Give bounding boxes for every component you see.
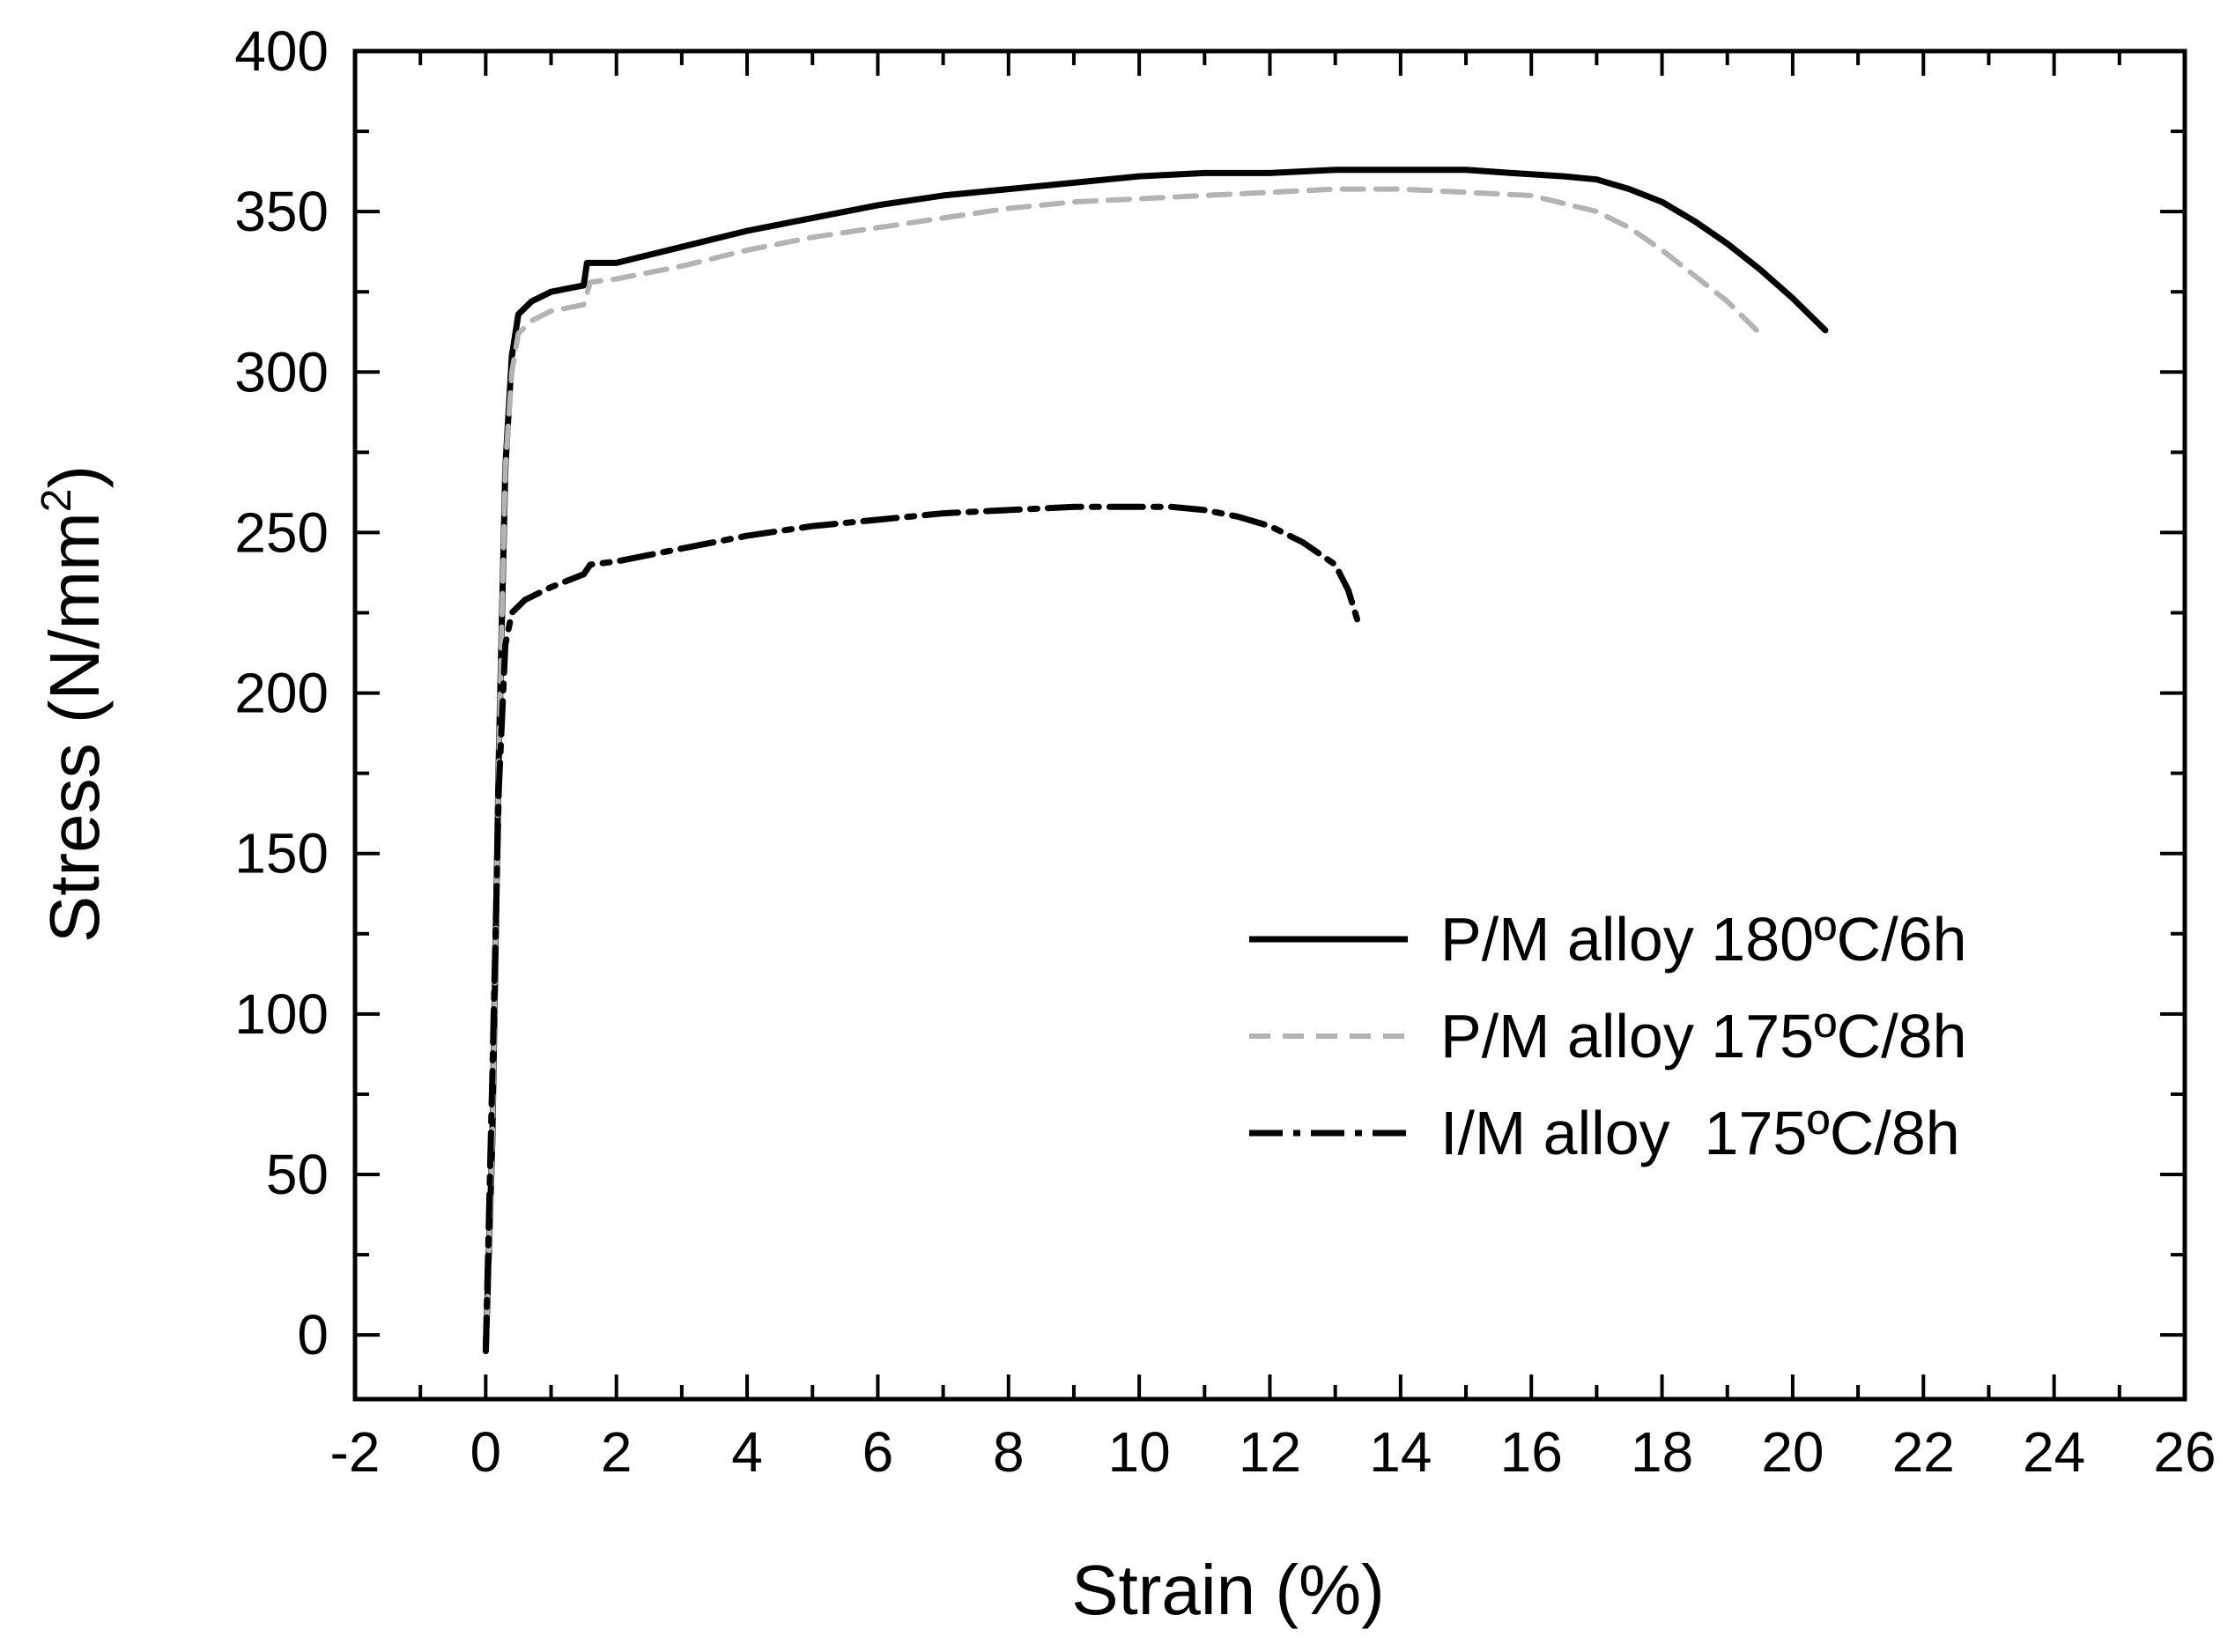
x-tick-label: 4 — [731, 1420, 763, 1484]
tick-labels-layer: -2 0 2 4 6 8 10 12 14 16 18 20 22 24 26050100150200250… — [234, 19, 2216, 1484]
y-axis-title-close: ) — [35, 465, 114, 489]
x-tick-label: 6 — [862, 1420, 894, 1484]
legend-label-im-175: I/M alloy 175ºC/8h — [1440, 1099, 1960, 1167]
x-tick-label: 16 — [1500, 1420, 1563, 1484]
x-tick-label: 2 — [601, 1420, 633, 1484]
series-line-1 — [483, 186, 1763, 1354]
series-line-0 — [482, 167, 1829, 1354]
x-tick-label: 26 — [2153, 1420, 2216, 1484]
y-tick-label: 0 — [297, 1303, 329, 1367]
ticks-layer — [353, 49, 2187, 1399]
y-tick-label: 150 — [234, 822, 329, 885]
y-axis-title-sup: 2 — [33, 489, 80, 513]
y-tick-label: 200 — [234, 662, 329, 725]
x-tick-label: 24 — [2023, 1420, 2085, 1484]
x-tick-label: 0 — [470, 1420, 502, 1484]
y-tick-label: 250 — [234, 500, 329, 564]
legend-label-pm-175: P/M alloy 175ºC/8h — [1440, 1002, 1967, 1070]
x-tick-label: 10 — [1108, 1420, 1171, 1484]
y-tick-label: 300 — [234, 340, 329, 404]
x-tick-label: 22 — [1892, 1420, 1955, 1484]
x-tick-label: 14 — [1369, 1420, 1432, 1484]
y-axis-title-main: Stress (N/mm — [35, 512, 114, 943]
y-tick-label: 50 — [266, 1143, 329, 1206]
y-tick-label: 100 — [234, 982, 329, 1046]
x-tick-label: 12 — [1239, 1420, 1301, 1484]
legend-label-pm-180: P/M alloy 180ºC/6h — [1440, 905, 1967, 974]
y-tick-label: 400 — [234, 19, 329, 83]
plot-frame — [352, 48, 2187, 1402]
x-tick-label: 18 — [1631, 1420, 1693, 1484]
x-tick-label: 20 — [1761, 1420, 1824, 1484]
x-tick-label: 8 — [993, 1420, 1025, 1484]
y-axis-title: Stress (N/mm2) — [33, 465, 114, 943]
x-axis-title: Strain (%) — [1071, 1551, 1385, 1629]
x-tick-label: -2 — [330, 1420, 381, 1484]
y-tick-label: 350 — [234, 180, 329, 243]
series-layer — [482, 167, 1829, 1354]
legend: P/M alloy 180ºC/6h P/M alloy 175ºC/8h I/… — [1249, 905, 1967, 1167]
series-line-2 — [482, 503, 1362, 1354]
